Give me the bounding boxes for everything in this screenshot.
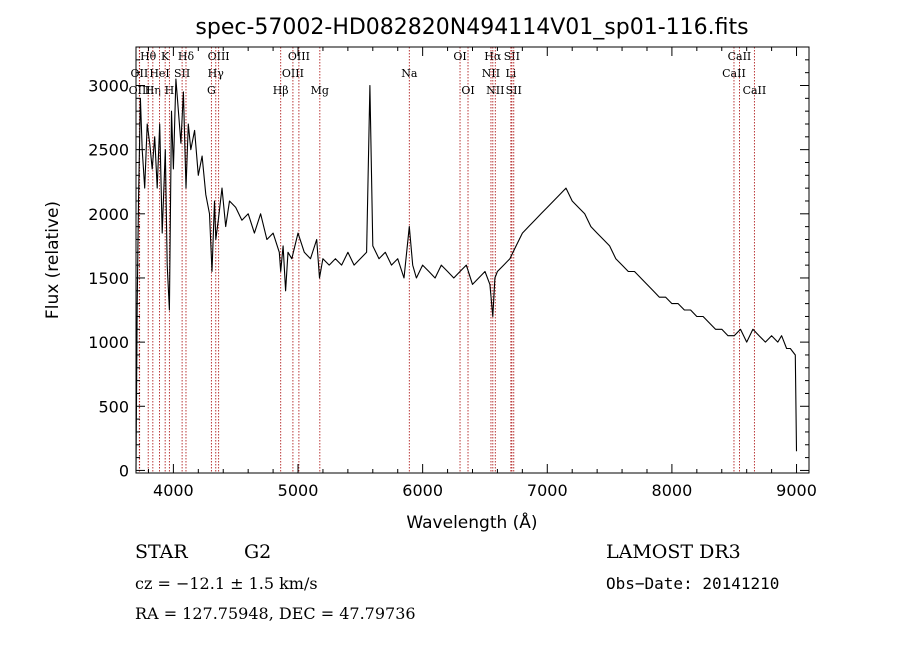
line-label-23: Li <box>505 67 516 80</box>
line-label-7: Hδ <box>178 50 195 63</box>
line-label-5: HeI <box>149 67 169 80</box>
y-tick-label-5: 2500 <box>88 141 129 160</box>
line-label-3: Hη <box>145 84 161 97</box>
x-tick-label-4: 8000 <box>652 481 693 500</box>
line-label-4: K <box>161 50 170 63</box>
y-tick-label-4: 2000 <box>88 205 129 224</box>
line-label-18: OI <box>461 84 474 97</box>
redshift-velocity: cz = −12.1 ± 1.5 km/s <box>135 574 318 593</box>
x-tick-label-0: 4000 <box>153 481 194 500</box>
x-tick-label-3: 7000 <box>527 481 568 500</box>
line-label-25: CaII <box>728 50 752 63</box>
y-tick-label-3: 1500 <box>88 269 129 288</box>
y-tick-label-2: 1000 <box>88 333 129 352</box>
coordinates: RA = 127.75948, DEC = 47.79736 <box>135 604 416 623</box>
observation-date: Obs−Date: 20141210 <box>606 574 779 593</box>
plot-frame <box>135 46 810 474</box>
object-type: STAR <box>135 541 188 563</box>
line-label-13: OIII <box>282 67 304 80</box>
line-label-27: CaII <box>743 84 767 97</box>
y-tick-label-1: 500 <box>98 397 129 416</box>
line-label-8: SII <box>174 67 190 80</box>
line-label-1: OII <box>131 67 149 80</box>
spectrum-series-line <box>135 78 798 471</box>
line-label-24: SII <box>506 84 522 97</box>
chart-title: spec-57002-HD082820N494114V01_sp01-116.f… <box>195 15 748 40</box>
line-label-0: Hθ <box>140 50 157 63</box>
survey-name: LAMOST DR3 <box>606 541 741 563</box>
line-label-2: OIII <box>129 84 151 97</box>
line-label-6: H <box>165 84 175 97</box>
line-label-21: NII <box>486 84 504 97</box>
x-axis-ticks: 4000 5000 6000 7000 8000 9000 <box>147 47 817 500</box>
line-label-16: Na <box>401 67 418 80</box>
line-label-19: Hα <box>484 50 502 63</box>
x-tick-label-1: 5000 <box>278 481 319 500</box>
line-label-10: Hγ <box>208 67 225 80</box>
line-label-11: G <box>207 84 216 97</box>
line-label-20: NII <box>482 67 500 80</box>
line-label-17: OI <box>453 50 466 63</box>
line-label-12: Hβ <box>273 84 289 97</box>
y-axis-label: Flux (relative) <box>43 201 63 319</box>
line-label-14: OIII <box>288 50 310 63</box>
line-label-22: SII <box>504 50 520 63</box>
y-tick-label-6: 3000 <box>88 76 129 95</box>
x-tick-label-5: 9000 <box>776 481 817 500</box>
object-subclass: G2 <box>244 541 271 563</box>
x-axis-label: Wavelength (Å) <box>406 511 537 533</box>
y-tick-label-0: 0 <box>119 461 129 480</box>
line-label-15: Mg <box>311 84 329 97</box>
line-label-9: OIII <box>208 50 230 63</box>
x-tick-label-2: 6000 <box>402 481 443 500</box>
line-label-26: CaII <box>722 67 746 80</box>
y-axis-ticks: 0 500 1000 1500 2000 2500 3000 <box>88 59 809 480</box>
